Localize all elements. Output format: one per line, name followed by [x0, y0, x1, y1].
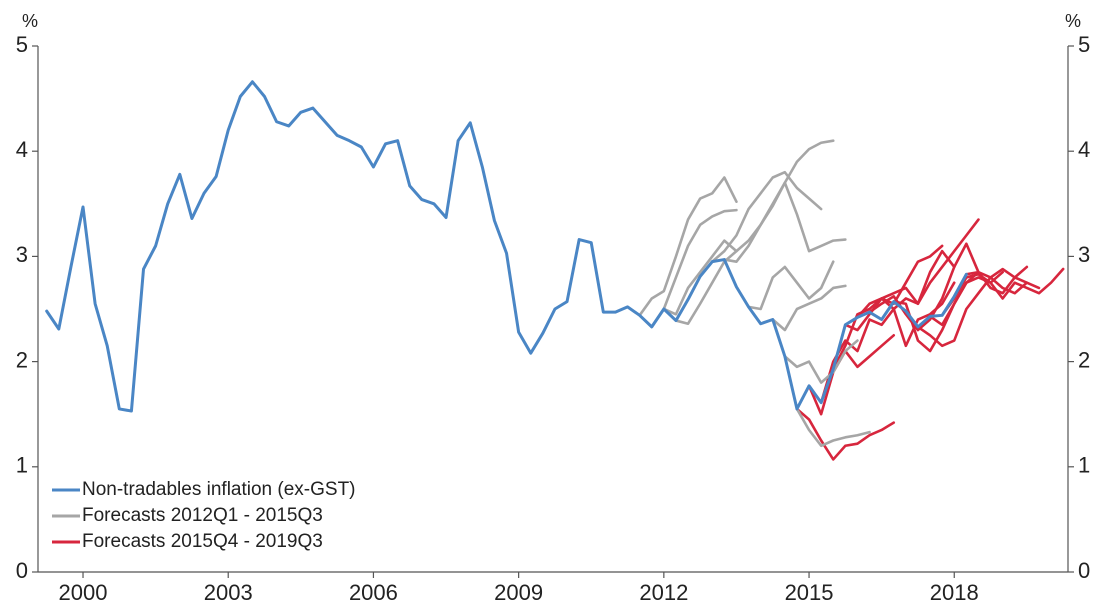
x-tick-label: 2006: [349, 580, 398, 605]
forecast-line: [723, 181, 847, 263]
forecast-line: [807, 334, 896, 416]
y-unit-right: %: [1065, 11, 1081, 31]
forecast-line: [650, 208, 738, 329]
forecast-line: [783, 339, 859, 384]
forecast-line: [831, 244, 944, 371]
forecast-line: [916, 265, 1029, 348]
y-tick-label-left: 2: [16, 347, 28, 372]
forecast-line: [844, 249, 956, 332]
y-tick-label-left: 0: [16, 558, 28, 583]
y-unit-left: %: [22, 11, 38, 31]
x-tick-label: 2012: [639, 580, 688, 605]
x-tick-label: 2018: [930, 580, 979, 605]
x-tick-label: 2009: [494, 580, 543, 605]
forecast-line: [698, 170, 823, 278]
y-tick-label-right: 2: [1078, 347, 1090, 372]
y-tick-label-right: 1: [1078, 453, 1090, 478]
forecast-line: [771, 284, 847, 332]
forecast-line: [965, 270, 1041, 295]
x-tick-label: 2003: [204, 580, 253, 605]
y-tick-label-left: 1: [16, 453, 28, 478]
x-tick-label: 2000: [59, 580, 108, 605]
y-tick-label-left: 3: [16, 242, 28, 267]
forecast-line: [819, 218, 980, 404]
forecast-line: [868, 242, 980, 332]
y-tick-label-left: 4: [16, 137, 28, 162]
x-tick-label: 2015: [785, 580, 834, 605]
legend-label: Non-tradables inflation (ex-GST): [82, 479, 356, 500]
forecast-line: [662, 239, 738, 316]
forecast-line: [747, 260, 835, 311]
legend-label: Forecasts 2015Q4 - 2019Q3: [82, 531, 323, 552]
forecast-line: [795, 407, 896, 461]
data-line: [45, 80, 968, 413]
y-tick-label-right: 4: [1078, 137, 1090, 162]
y-tick-label-left: 5: [16, 32, 28, 57]
legend-label: Forecasts 2012Q1 - 2015Q3: [82, 505, 323, 526]
y-tick-label-right: 5: [1078, 32, 1090, 57]
y-tick-label-right: 3: [1078, 242, 1090, 267]
forecast-line: [638, 176, 738, 317]
y-tick-label-right: 0: [1078, 558, 1090, 583]
forecast-line: [795, 407, 871, 448]
forecast-line: [674, 139, 835, 326]
